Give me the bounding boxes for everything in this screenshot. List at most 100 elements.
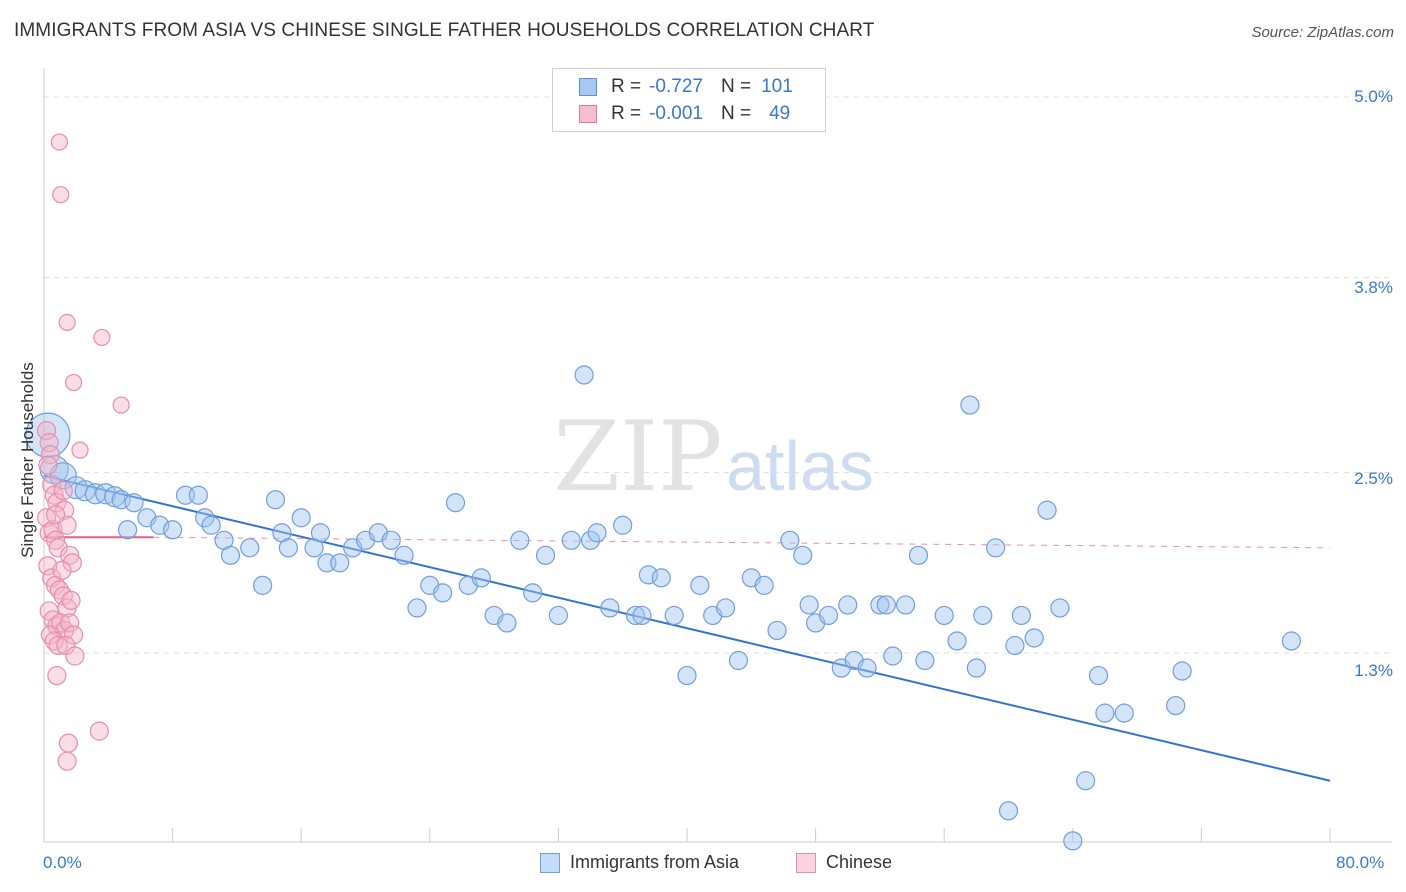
bottom-legend-swatch-chinese [796, 852, 816, 873]
data-point-asia [1050, 598, 1070, 618]
legend-r-label: R = [611, 76, 642, 97]
data-point-asia [240, 538, 260, 558]
data-point-asia [651, 568, 671, 588]
legend-n-value: 49 [769, 103, 791, 124]
data-point-chinese [60, 545, 80, 565]
data-point-asia [291, 508, 311, 528]
data-point-asia [664, 605, 684, 626]
data-point-asia [780, 530, 800, 550]
data-point-asia [767, 620, 787, 641]
data-point-asia [330, 553, 350, 573]
data-point-asia [265, 490, 286, 510]
data-point-asia [1114, 703, 1134, 723]
data-point-asia [715, 598, 736, 618]
data-point-asia [1281, 631, 1302, 651]
data-point-chinese [58, 313, 76, 332]
legend-n-label: N = [720, 76, 752, 97]
data-point-chinese [44, 485, 64, 505]
data-point-asia [574, 365, 594, 385]
data-point-asia [445, 493, 466, 513]
stats-legend: R = -0.727 N = 101 R = -0.001 N = 49 [552, 68, 826, 132]
data-point-asia [915, 650, 935, 671]
data-point-asia [117, 520, 138, 540]
data-point-asia [278, 538, 298, 558]
data-point-chinese [52, 186, 70, 204]
data-point-asia [818, 605, 839, 626]
legend-row-asia: R = -0.727 N = 101 [579, 75, 793, 99]
source-label: Source: ZipAtlas.com [1251, 24, 1394, 41]
legend-n-value: 101 [761, 76, 793, 97]
data-point-asia [613, 515, 633, 535]
data-point-asia [960, 395, 980, 415]
legend-swatch-chinese [579, 105, 597, 123]
data-point-chinese [45, 505, 66, 525]
data-point-chinese [52, 560, 72, 580]
data-point-chinese [62, 553, 82, 573]
data-point-asia [587, 523, 607, 543]
legend-r-label: R = [611, 103, 642, 124]
data-point-asia [124, 493, 144, 513]
data-point-asia [728, 650, 749, 671]
data-point-chinese [48, 538, 68, 558]
data-point-chinese [64, 373, 83, 392]
data-point-asia [625, 605, 646, 626]
bottom-legend-asia: Immigrants from Asia [540, 852, 739, 873]
data-point-asia [690, 575, 710, 595]
data-point-chinese [38, 556, 58, 576]
trend-line-asia [43, 474, 1331, 782]
data-point-asia [535, 545, 556, 565]
data-point-asia [471, 568, 491, 588]
data-point-asia [1166, 695, 1186, 716]
data-point-asia [908, 545, 929, 565]
data-point-chinese [63, 625, 84, 645]
data-point-asia [934, 605, 954, 626]
data-point-chinese [71, 441, 89, 459]
bottom-legend-label-asia: Immigrants from Asia [570, 852, 740, 872]
data-point-asia [381, 530, 401, 550]
data-point-asia [1172, 661, 1192, 681]
gridlines [44, 96, 1392, 654]
data-point-asia [195, 508, 215, 528]
data-point-chinese [48, 635, 68, 656]
data-point-chinese [60, 613, 80, 633]
data-point-asia [998, 801, 1019, 821]
data-point-asia [677, 665, 697, 686]
data-point-asia [201, 515, 221, 535]
data-point-asia [220, 545, 241, 565]
data-point-asia [150, 515, 170, 535]
data-point-chinese [47, 665, 67, 686]
data-point-asia [510, 530, 530, 550]
data-point-asia [1095, 703, 1115, 723]
data-point-asia [876, 595, 896, 615]
trend-lines [43, 474, 1331, 782]
bottom-legend-chinese: Chinese [796, 852, 892, 873]
data-point-asia [896, 595, 916, 615]
data-point-asia [986, 538, 1006, 558]
watermark-zip: ZIP [553, 401, 722, 513]
data-point-chinese [65, 646, 85, 666]
data-point-asia [548, 605, 569, 626]
x-tick-label-max: 80.0% [1336, 853, 1385, 872]
x-tick-label-min: 0.0% [43, 853, 82, 872]
legend-r-value: -0.727 [649, 76, 703, 97]
data-point-asia [632, 605, 652, 626]
data-point-asia [1076, 771, 1096, 791]
y-tick-label: 2.5% [1354, 469, 1393, 488]
data-point-asia [973, 605, 993, 626]
legend-n-label: N = [720, 103, 752, 124]
data-point-chinese [36, 421, 57, 441]
data-point-asia [163, 520, 183, 540]
data-point-asia [1063, 831, 1083, 851]
data-point-chinese [93, 328, 111, 347]
data-point-chinese [61, 590, 81, 611]
data-point-asia [580, 530, 601, 550]
data-point-asia [433, 583, 453, 603]
legend-row-chinese: R = -0.001 N = 49 [579, 102, 790, 126]
y-tick-label: 3.8% [1354, 278, 1393, 297]
data-point-asia [600, 598, 620, 618]
axes [43, 68, 1392, 843]
data-point-asia [253, 575, 273, 595]
chart-title: IMMIGRANTS FROM ASIA VS CHINESE SINGLE F… [14, 20, 875, 41]
data-point-chinese [89, 721, 109, 741]
